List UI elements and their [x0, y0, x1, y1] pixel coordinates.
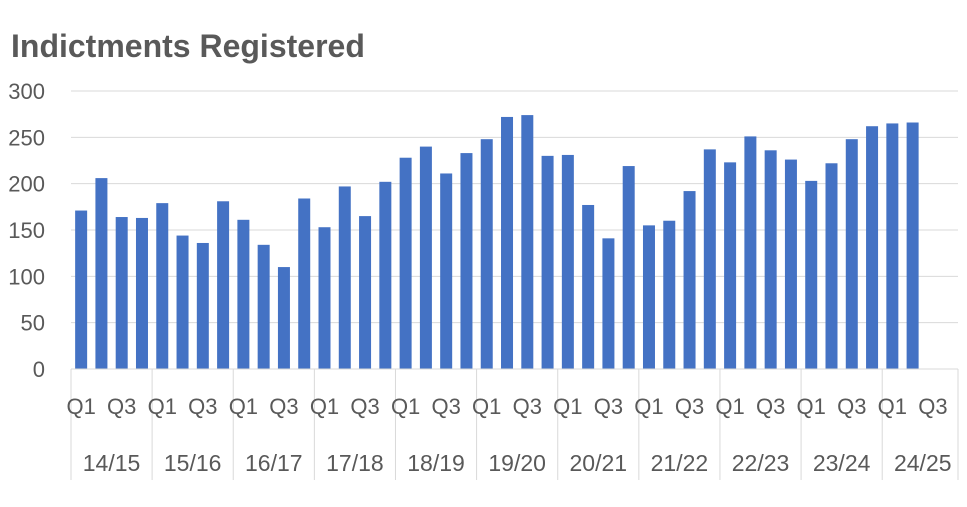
bar — [480, 139, 493, 369]
x-tick-label: Q3 — [432, 394, 461, 419]
x-tick-label: Q3 — [918, 394, 947, 419]
x-tick-label: Q1 — [715, 394, 744, 419]
bar — [866, 126, 879, 369]
bar — [217, 201, 230, 369]
y-tick-label: 50 — [21, 311, 45, 336]
bar — [257, 244, 270, 369]
x-tick-label: Q1 — [229, 394, 258, 419]
x-group-label: 19/20 — [488, 450, 546, 476]
bar — [744, 136, 757, 369]
x-group-label: 24/25 — [894, 450, 952, 476]
bar — [845, 139, 858, 369]
bar — [156, 203, 169, 369]
x-tick-label: Q1 — [66, 394, 95, 419]
x-group-label: 16/17 — [245, 450, 303, 476]
x-tick-label: Q1 — [797, 394, 826, 419]
bar — [805, 180, 818, 369]
bar — [886, 123, 899, 369]
y-tick-label: 200 — [8, 172, 45, 197]
x-tick-label: Q1 — [553, 394, 582, 419]
x-tick-label: Q3 — [350, 394, 379, 419]
y-tick-label: 150 — [8, 218, 45, 243]
bar — [602, 238, 615, 369]
bar — [196, 242, 209, 369]
x-tick-label: Q3 — [594, 394, 623, 419]
y-tick-label: 100 — [8, 264, 45, 289]
bar — [642, 225, 655, 369]
x-tick-label: Q1 — [391, 394, 420, 419]
x-tick-label: Q3 — [107, 394, 136, 419]
x-group-label: 14/15 — [83, 450, 141, 476]
bar — [298, 198, 311, 369]
bar — [784, 159, 797, 369]
bar — [541, 155, 554, 369]
bar — [582, 204, 595, 369]
x-tick-label: Q3 — [513, 394, 542, 419]
bar — [359, 216, 372, 369]
bar — [277, 267, 290, 369]
bar — [399, 157, 412, 369]
bars — [75, 115, 919, 370]
x-tick-label: Q3 — [269, 394, 298, 419]
x-group-label: 22/23 — [732, 450, 790, 476]
x-axis: Q1 Q3 14/15 Q1 Q3 15/16 Q1 Q3 16/17 Q1 Q3 17/18 Q1 Q3… — [66, 368, 959, 480]
bar — [318, 227, 331, 369]
bar — [338, 186, 351, 369]
bar — [115, 217, 128, 369]
x-group-label: 18/19 — [407, 450, 465, 476]
bar — [440, 173, 453, 369]
x-tick-label: Q3 — [188, 394, 217, 419]
bar — [724, 162, 737, 369]
x-tick-label: Q1 — [148, 394, 177, 419]
bar — [561, 154, 574, 369]
y-tick-label: 300 — [8, 79, 45, 104]
x-group-label: 23/24 — [813, 450, 871, 476]
x-tick-label: Q3 — [756, 394, 785, 419]
bar — [237, 219, 250, 369]
bar — [622, 166, 635, 369]
x-tick-label: Q3 — [675, 394, 704, 419]
x-tick-label: Q1 — [472, 394, 501, 419]
x-group-label: 20/21 — [569, 450, 627, 476]
bar — [906, 122, 919, 369]
bar — [825, 163, 838, 369]
bar — [764, 150, 777, 369]
bar — [521, 115, 534, 370]
x-group-label: 17/18 — [326, 450, 384, 476]
bar — [176, 235, 189, 369]
bar — [460, 153, 473, 369]
x-tick-label: Q3 — [837, 394, 866, 419]
x-tick-label: Q1 — [310, 394, 339, 419]
y-axis-ticks: 0 50 100 150 200 250 300 — [8, 79, 45, 382]
bar — [683, 191, 696, 369]
bar — [663, 220, 676, 369]
x-group-label: 15/16 — [164, 450, 222, 476]
bar — [501, 116, 514, 370]
x-tick-label: Q1 — [634, 394, 663, 419]
bar — [75, 210, 88, 369]
chart-title: Indictments Registered — [11, 28, 365, 64]
x-tick-label: Q1 — [878, 394, 907, 419]
bar — [379, 181, 392, 369]
x-group-label: 21/22 — [651, 450, 709, 476]
bar — [135, 217, 148, 369]
y-tick-label: 0 — [33, 357, 45, 382]
y-tick-label: 250 — [8, 125, 45, 150]
bar — [419, 146, 432, 369]
bar — [95, 178, 108, 369]
bar — [703, 149, 716, 369]
